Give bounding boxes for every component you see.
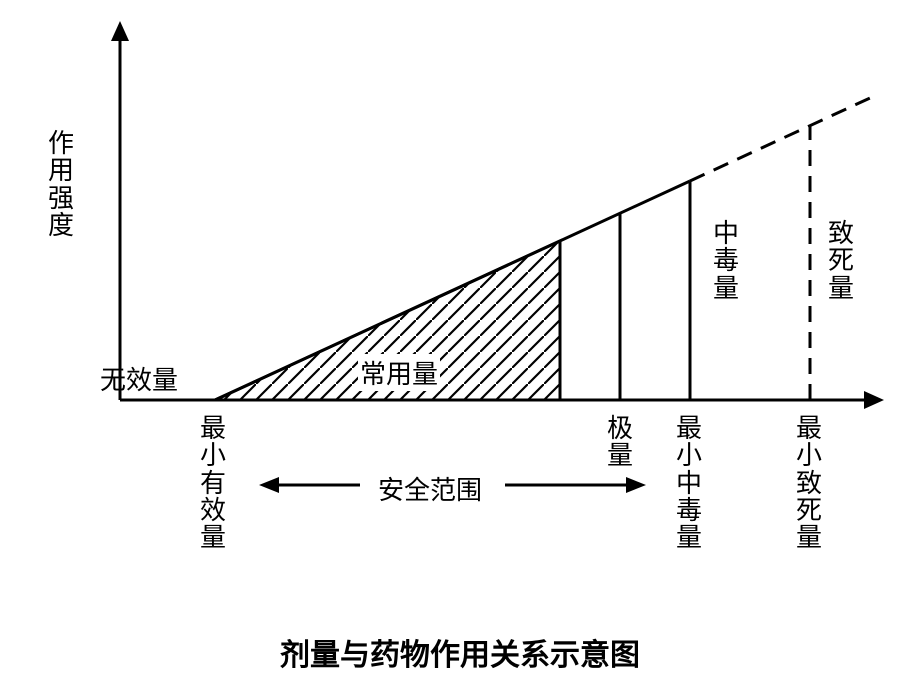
- max-dose-label: 极量: [607, 415, 633, 470]
- min-toxic-label: 最小中毒量: [676, 415, 702, 551]
- ineffective-label: 无效量: [100, 360, 178, 397]
- toxic-dose-label: 中毒量: [713, 220, 739, 302]
- min-lethal-label: 最小致死量: [796, 415, 822, 551]
- min-effective-label: 最小有效量: [200, 415, 226, 551]
- caption: 剂量与药物作用关系示意图: [280, 630, 640, 674]
- lethal-dose-label: 致死量: [828, 220, 854, 302]
- diagram-container: 作用强度 无效量 常用量 中毒量 致死量 最小有效量 极量 最小中毒量 最小致死…: [0, 0, 920, 690]
- safety-range-label: 安全范围: [378, 470, 482, 507]
- common-dose-label: 常用量: [358, 354, 440, 391]
- diagram-svg: [0, 0, 920, 690]
- y-axis-label: 作用强度: [48, 130, 74, 239]
